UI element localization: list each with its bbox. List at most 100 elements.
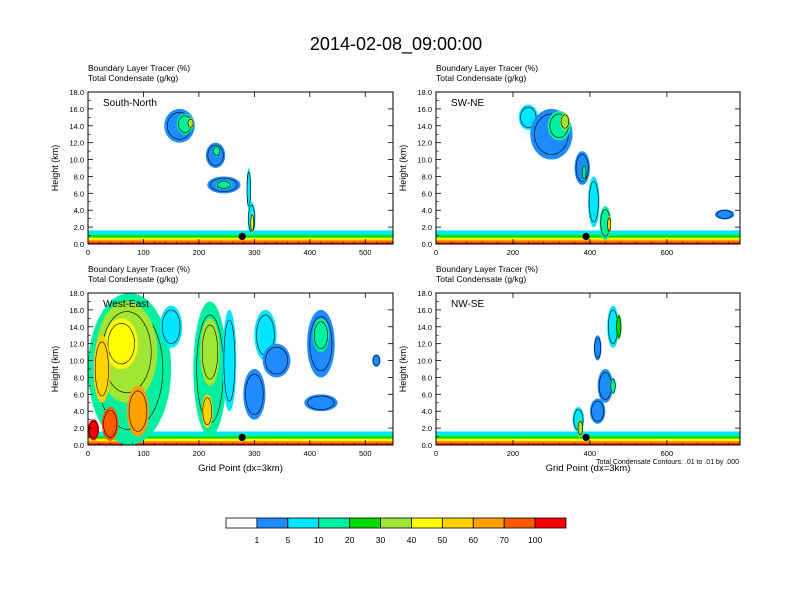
y-tick-label: 4.0: [422, 206, 432, 215]
y-tick-label: 10.0: [69, 156, 84, 165]
y-tick-label: 6.0: [74, 189, 84, 198]
y-tick-label: 16.0: [69, 105, 84, 114]
tracer-blob: [607, 305, 619, 348]
condensate-contour: [162, 309, 181, 344]
x-tick-label: 600: [661, 449, 674, 458]
tracer-blob: [201, 394, 213, 429]
condensate-contour: [591, 400, 605, 422]
y-tick-label: 14.0: [417, 323, 432, 332]
panel-subtitle-tracer: Boundary Layer Tracer (%): [436, 63, 538, 73]
colorbar-swatch: [256, 517, 289, 529]
x-tick-label: 400: [584, 449, 597, 458]
y-tick-label: 4.0: [74, 206, 84, 215]
x-tick-label: 500: [359, 248, 372, 257]
colorbar-swatch: [441, 517, 474, 529]
panel-sw-ne: Boundary Layer Tracer (%)Total Condensat…: [398, 63, 741, 257]
x-tick-label: 400: [304, 248, 317, 257]
tracer-blob: [243, 369, 266, 420]
panel-subtitle-condensate: Total Condensate (g/kg): [436, 73, 526, 83]
colorbar-swatch: [225, 517, 258, 529]
panel-subtitle-condensate: Total Condensate (g/kg): [436, 274, 526, 284]
x-axis-label: Grid Point (dx=3km): [198, 463, 283, 474]
y-tick-label: 0.0: [422, 240, 432, 249]
tracer-blob: [88, 419, 100, 441]
plot-area: [88, 92, 393, 244]
colorbar-swatch: [534, 517, 567, 529]
panel-south-north: Boundary Layer Tracer (%)Total Condensat…: [50, 63, 394, 257]
condensate-contour: [594, 337, 601, 359]
colorbar-swatch: [380, 517, 412, 529]
tracer-blob: [101, 407, 119, 441]
x-tick-label: 200: [193, 449, 206, 458]
location-marker: [238, 232, 246, 240]
condensate-contour: [560, 114, 570, 129]
colorbar-swatch: [349, 517, 381, 529]
y-axis-label: Height (km): [398, 346, 408, 393]
x-tick-label: 200: [193, 248, 206, 257]
y-tick-label: 8.0: [74, 373, 84, 382]
tracer-blob: [304, 394, 338, 412]
y-tick-label: 2.0: [74, 424, 84, 433]
tracer-blob: [104, 318, 138, 369]
tracer-blob: [607, 216, 612, 234]
tracer-blob: [560, 113, 570, 130]
panel-subtitle-tracer: Boundary Layer Tracer (%): [88, 63, 190, 73]
y-tick-label: 2.0: [422, 424, 432, 433]
y-tick-label: 2.0: [74, 223, 84, 232]
tracer-blob: [577, 419, 584, 437]
condensate-contour: [575, 154, 589, 182]
x-tick-label: 100: [137, 449, 150, 458]
condensate-contour: [577, 421, 583, 436]
y-tick-label: 16.0: [69, 306, 84, 315]
colorbar-label: 30: [376, 535, 386, 545]
x-axis-label: Grid Point (dx=3km): [546, 463, 631, 474]
tracer-blob: [588, 176, 600, 228]
figure-title: 2014-02-08_09:00:00: [310, 34, 482, 55]
tracer-blob: [246, 168, 252, 211]
tracer-blob: [200, 318, 220, 386]
condensate-contour: [250, 214, 254, 232]
location-marker: [582, 232, 590, 240]
panel-west-east: Boundary Layer Tracer (%)Total Condensat…: [50, 264, 394, 474]
condensate-contour: [94, 341, 109, 397]
y-tick-label: 16.0: [417, 306, 432, 315]
y-tick-label: 0.0: [422, 441, 432, 450]
y-tick-label: 0.0: [74, 441, 84, 450]
y-tick-label: 16.0: [417, 105, 432, 114]
colorbar-label: 100: [528, 535, 542, 545]
boundary-layer-band: [436, 443, 740, 445]
condensate-contour: [582, 165, 587, 180]
boundary-layer-band: [88, 443, 393, 445]
panel-label: SW-NE: [451, 98, 484, 109]
condensate-contour: [216, 181, 231, 189]
y-tick-label: 10.0: [69, 357, 84, 366]
y-tick-label: 4.0: [74, 407, 84, 416]
condensate-contour: [265, 346, 288, 375]
colorbar-swatch: [503, 517, 536, 529]
y-tick-label: 2.0: [422, 223, 432, 232]
condensate-contour: [372, 355, 380, 366]
tracer-blob: [250, 212, 254, 234]
y-axis-label: Height (km): [398, 145, 408, 192]
y-tick-label: 18.0: [417, 289, 432, 298]
tracer-blob: [714, 209, 735, 220]
condensate-contour: [309, 316, 333, 371]
colorbar-label: 10: [314, 535, 324, 545]
condensate-contour: [245, 373, 264, 415]
panel-subtitle-condensate: Total Condensate (g/kg): [88, 73, 178, 83]
y-tick-label: 8.0: [422, 373, 432, 382]
plot-area: [436, 293, 740, 445]
y-tick-label: 0.0: [74, 240, 84, 249]
y-tick-label: 4.0: [422, 407, 432, 416]
x-tick-label: 200: [507, 248, 520, 257]
condensate-contour: [103, 410, 118, 438]
colorbar-swatch: [318, 517, 351, 529]
condensate-contour: [207, 144, 224, 166]
y-tick-label: 14.0: [69, 323, 84, 332]
tracer-blob: [187, 118, 194, 129]
y-axis-label: Height (km): [50, 346, 60, 393]
x-tick-label: 0: [434, 449, 438, 458]
panel-label: South-North: [103, 98, 157, 109]
tracer-field: [88, 293, 393, 445]
